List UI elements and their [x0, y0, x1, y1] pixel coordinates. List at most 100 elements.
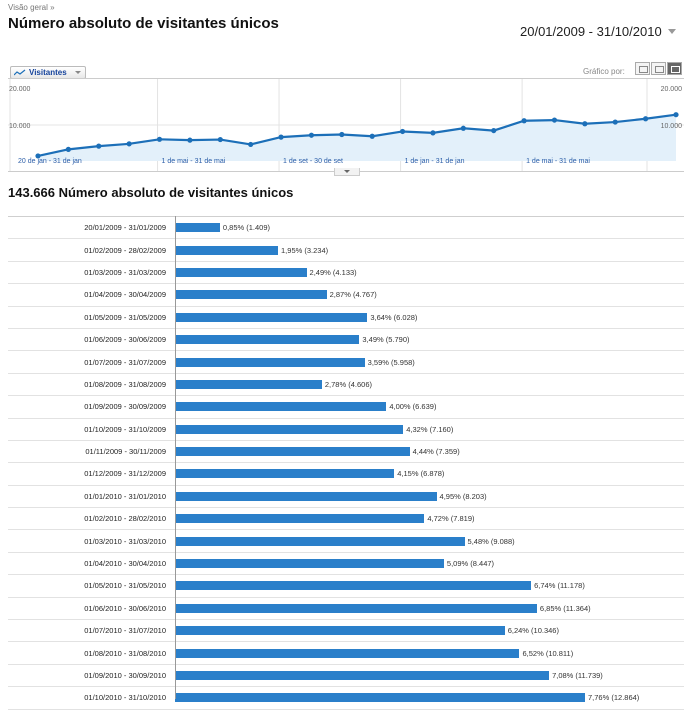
table-row: 01/02/2010 - 28/02/2010 4,72% (7.819) [8, 508, 684, 531]
table-row: 01/05/2009 - 31/05/2009 3,64% (6.028) [8, 307, 684, 329]
table-row: 01/09/2010 - 30/09/2010 7,08% (11.739) [8, 665, 684, 688]
row-bar-cell: 5,09% (8.447) [175, 553, 494, 574]
data-point-12 [399, 128, 406, 135]
row-bar [175, 693, 585, 703]
row-bar-cell: 4,15% (6.878) [175, 463, 444, 484]
x-tick-label-1: 1 de mai - 31 de mai [162, 158, 226, 165]
chevron-down-icon [75, 71, 81, 74]
row-period-label[interactable]: 01/08/2009 - 31/08/2009 [84, 379, 166, 389]
row-bar-cell: 6,74% (11.178) [175, 575, 585, 596]
data-point-16 [521, 118, 527, 124]
row-period-label[interactable]: 01/09/2010 - 30/09/2010 [84, 671, 166, 680]
row-period-label[interactable]: 01/02/2010 - 28/02/2010 [84, 514, 166, 524]
data-point-11 [369, 133, 375, 139]
collapse-chart-toggle[interactable] [334, 168, 360, 176]
row-bar [175, 514, 425, 524]
row-bar-cell: 2,87% (4.767) [175, 284, 377, 305]
table-row: 01/08/2009 - 31/08/2009 2,78% (4.606) [8, 374, 684, 397]
row-period-label[interactable]: 01/10/2010 - 31/10/2010 [84, 693, 166, 703]
row-bar [175, 626, 505, 636]
row-period-label[interactable]: 20/01/2009 - 31/01/2009 [84, 223, 166, 233]
graph-by-label: Gráfico por: [583, 67, 625, 76]
row-value-label: 2,87% (4.767) [329, 290, 377, 300]
breadcrumb[interactable]: Visão geral » [8, 3, 55, 12]
x-tick-label-2: 1 de set - 30 de set [283, 158, 343, 165]
row-bar [175, 491, 437, 501]
row-period-label[interactable]: 01/12/2009 - 31/12/2009 [84, 469, 166, 479]
week-view-icon [655, 66, 664, 73]
data-point-3 [126, 141, 132, 147]
row-period-label[interactable]: 01/04/2009 - 30/04/2009 [84, 290, 166, 300]
row-value-label: 6,52% (10.811) [522, 648, 574, 658]
summary-title: 143.666 Número absoluto de visitantes ún… [8, 185, 294, 200]
row-bar [175, 424, 404, 434]
row-value-label: 3,59% (5.958) [367, 357, 415, 367]
row-period-label[interactable]: 01/06/2010 - 30/06/2010 [84, 603, 166, 613]
series-area [38, 114, 676, 161]
data-point-13 [430, 130, 436, 136]
series-line [37, 113, 677, 158]
data-point-21 [673, 112, 679, 118]
row-period-label[interactable]: 01/04/2010 - 30/04/2010 [84, 559, 166, 569]
row-period-label[interactable]: 01/03/2009 - 31/03/2009 [84, 267, 166, 277]
y-tick-label-right-0: 20.000 [661, 86, 683, 93]
row-value-label: 6,85% (11.364) [539, 603, 591, 613]
row-period-label[interactable]: 01/03/2010 - 31/03/2010 [84, 536, 166, 546]
table-row: 01/10/2010 - 31/10/2010 7,76% (12.864) [8, 687, 684, 710]
table-row: 01/03/2010 - 31/03/2010 5,48% (9.088) [8, 530, 684, 553]
graph-by-week-button[interactable] [651, 62, 666, 75]
data-point-15 [491, 127, 497, 134]
row-bar [175, 245, 279, 255]
data-point-5 [187, 137, 193, 143]
row-bar [175, 402, 387, 412]
data-point-18 [582, 121, 588, 127]
row-value-label: 4,95% (8.203) [439, 491, 487, 501]
row-value-label: 7,08% (11.739) [552, 671, 603, 680]
row-period-label[interactable]: 01/07/2010 - 31/07/2010 [84, 626, 166, 636]
row-period-label[interactable]: 01/05/2010 - 31/05/2010 [84, 581, 166, 591]
row-period-label[interactable]: 01/10/2009 - 31/10/2009 [84, 424, 166, 434]
row-bar [175, 648, 520, 658]
row-bar-cell: 3,59% (5.958) [175, 351, 415, 372]
row-bar-cell: 3,49% (5.790) [175, 329, 410, 350]
row-period-label[interactable]: 01/07/2009 - 31/07/2009 [84, 357, 166, 367]
row-bar-cell: 6,52% (10.811) [175, 642, 573, 663]
data-point-17 [551, 117, 558, 123]
row-value-label: 5,09% (8.447) [446, 559, 495, 569]
table-row: 01/04/2009 - 30/04/2009 2,87% (4.767) [8, 284, 684, 307]
row-bar-cell: 4,00% (6.639) [175, 396, 436, 417]
x-tick-label-0: 20 de jan - 31 de jan [18, 158, 82, 165]
table-row: 01/10/2009 - 31/10/2009 4,32% (7.160) [8, 419, 684, 441]
data-point-4 [156, 136, 163, 142]
row-value-label: 4,72% (7.819) [427, 514, 475, 524]
data-point-1 [65, 146, 71, 152]
row-period-label[interactable]: 01/06/2009 - 30/06/2009 [84, 335, 166, 345]
visitors-line-chart: 20.000 20.000 10.000 10.000 20 de jan - 31 d… [8, 78, 684, 172]
data-point-14 [460, 125, 466, 131]
row-period-label[interactable]: 01/11/2009 - 30/11/2009 [85, 447, 166, 457]
graph-by-day-button[interactable] [635, 62, 650, 75]
row-bar-cell: 4,95% (8.203) [175, 486, 487, 507]
row-period-label[interactable]: 01/08/2010 - 31/08/2010 [84, 648, 166, 658]
row-period-label[interactable]: 01/09/2009 - 30/09/2009 [84, 402, 166, 412]
row-bar [175, 223, 220, 233]
row-period-label[interactable]: 01/01/2010 - 31/01/2010 [84, 491, 166, 501]
row-bar [175, 335, 360, 345]
row-value-label: 6,74% (11.178) [534, 581, 585, 591]
row-value-label: 7,76% (12.864) [588, 693, 640, 703]
date-range-selector[interactable]: 20/01/2009 - 31/10/2010 [520, 20, 685, 42]
row-bar-cell: 2,49% (4.133) [175, 262, 357, 283]
data-point-19 [612, 119, 618, 125]
row-value-label: 6,24% (10.346) [507, 626, 559, 636]
row-bar [175, 469, 395, 479]
row-value-label: 2,49% (4.133) [309, 267, 357, 277]
row-bar [175, 671, 550, 680]
row-period-label[interactable]: 01/02/2009 - 28/02/2009 [84, 245, 166, 255]
row-bar-cell: 7,76% (12.864) [175, 687, 639, 708]
row-value-label: 4,44% (7.359) [412, 447, 460, 457]
graph-by-month-button[interactable] [667, 62, 682, 75]
row-period-label[interactable]: 01/05/2009 - 31/05/2009 [84, 312, 166, 322]
visitors-line-chart-svg: 20.000 20.000 10.000 10.000 20 de jan - 31 d… [8, 79, 684, 171]
table-row: 01/06/2009 - 30/06/2009 3,49% (5.790) [8, 329, 684, 352]
row-bar-cell: 4,44% (7.359) [175, 441, 460, 462]
